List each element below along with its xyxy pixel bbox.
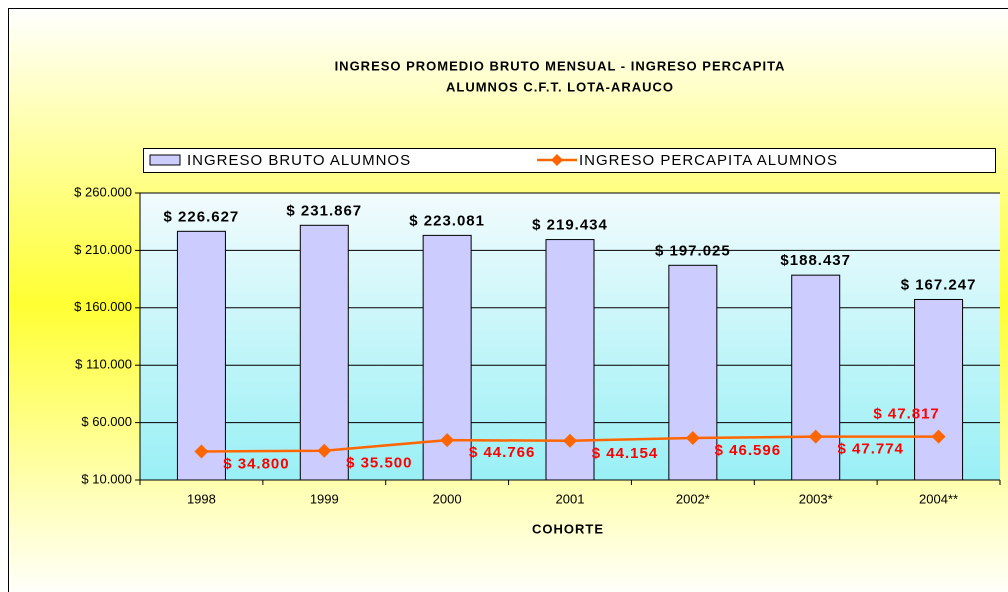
line-value-label: $ 34.800: [223, 455, 289, 472]
legend-swatch: [551, 154, 563, 166]
line-value-label: $ 44.766: [469, 444, 535, 461]
bar-value-label: $ 219.434: [532, 217, 608, 234]
chart-title: INGRESO PROMEDIO BRUTO MENSUAL - INGRESO…: [335, 58, 786, 73]
bar: [791, 274, 841, 481]
bar-value-label: $ 226.627: [164, 208, 240, 225]
bar: [176, 230, 226, 481]
legend-label: INGRESO PERCAPITA ALUMNOS: [579, 152, 838, 169]
y-tick-label: $ 260.000: [74, 184, 132, 199]
legend-swatch: [149, 154, 181, 166]
x-tick-label: 2002*: [676, 491, 710, 506]
legend-label: INGRESO BRUTO ALUMNOS: [187, 152, 411, 169]
line-marker: [194, 444, 209, 459]
line-value-label: $ 44.154: [592, 445, 658, 462]
line-value-label: $ 47.817: [873, 406, 939, 423]
x-tick-label: 2003*: [799, 491, 833, 506]
line-value-label: $ 46.596: [715, 442, 781, 459]
x-tick-label: 2001: [556, 491, 585, 506]
y-tick-label: $ 160.000: [74, 299, 132, 314]
bar-value-label: $ 167.247: [901, 276, 977, 293]
chart-subtitle: ALUMNOS C.F.T. LOTA-ARAUCO: [446, 79, 674, 94]
line-marker: [808, 429, 823, 444]
x-axis-label: COHORTE: [532, 521, 604, 536]
bar-value-label: $ 197.025: [655, 242, 731, 259]
x-tick-label: 2000: [433, 491, 462, 506]
bar: [668, 264, 718, 481]
y-tick-label: $ 110.000: [75, 357, 132, 372]
x-tick-label: 2004**: [919, 491, 958, 506]
bar-value-label: $188.437: [780, 252, 851, 269]
line-marker: [317, 443, 332, 458]
line-marker: [685, 430, 700, 445]
line-value-label: $ 35.500: [346, 455, 412, 472]
bar-value-label: $ 231.867: [286, 202, 362, 219]
x-tick-label: 1998: [187, 491, 216, 506]
y-tick-label: $ 210.000: [74, 242, 132, 257]
bar-value-label: $ 223.081: [409, 212, 485, 229]
bar: [914, 298, 964, 481]
line-marker: [563, 433, 577, 448]
line-marker: [440, 433, 455, 448]
y-tick-label: $ 10.000: [81, 471, 132, 486]
bar: [299, 224, 349, 481]
line-marker: [931, 429, 946, 444]
line-value-label: $ 47.774: [838, 441, 904, 458]
x-tick-label: 1999: [310, 491, 339, 506]
y-tick-label: $ 60.000: [81, 414, 132, 429]
